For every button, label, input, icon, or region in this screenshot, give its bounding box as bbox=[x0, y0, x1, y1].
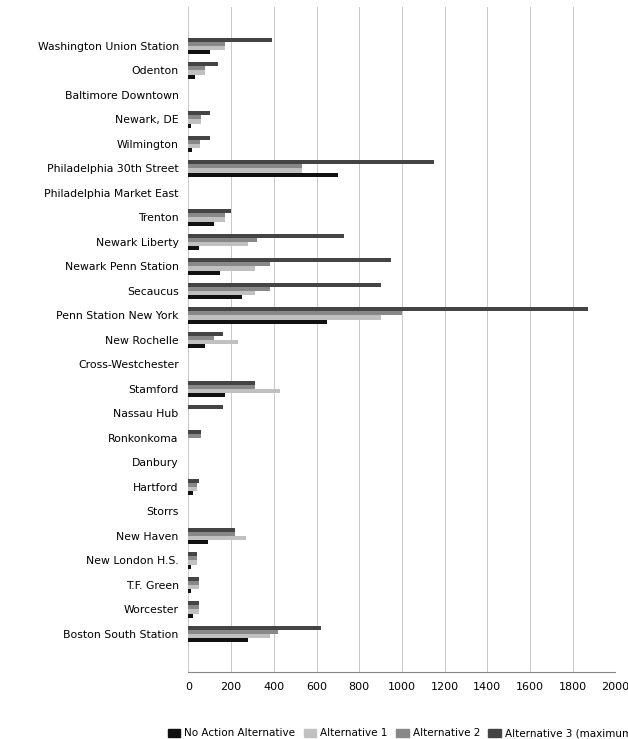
Bar bbox=[188, 483, 197, 487]
Bar bbox=[188, 528, 236, 532]
Bar bbox=[188, 160, 434, 164]
Bar bbox=[188, 487, 197, 491]
Bar bbox=[188, 115, 201, 120]
Bar bbox=[188, 295, 242, 299]
Bar bbox=[188, 148, 192, 152]
Bar bbox=[188, 282, 381, 287]
Bar bbox=[188, 613, 193, 618]
Bar bbox=[188, 434, 201, 438]
Bar bbox=[188, 319, 327, 324]
Bar bbox=[188, 556, 197, 560]
Bar bbox=[188, 581, 199, 585]
Legend: No Action Alternative, Alternative 1, Alternative 2, Alternative 3 (maximum): No Action Alternative, Alternative 1, Al… bbox=[163, 724, 628, 739]
Bar bbox=[188, 242, 248, 246]
Bar bbox=[188, 217, 225, 222]
Bar bbox=[188, 491, 193, 495]
Bar bbox=[188, 630, 278, 634]
Bar bbox=[188, 311, 402, 316]
Bar bbox=[188, 532, 236, 536]
Bar bbox=[188, 62, 219, 67]
Bar bbox=[188, 340, 237, 344]
Bar bbox=[188, 222, 214, 226]
Bar bbox=[188, 173, 338, 177]
Bar bbox=[188, 209, 231, 214]
Bar bbox=[188, 589, 190, 593]
Bar bbox=[188, 381, 254, 385]
Bar bbox=[188, 429, 201, 434]
Bar bbox=[188, 393, 225, 398]
Bar bbox=[188, 123, 190, 128]
Bar bbox=[188, 267, 254, 270]
Bar bbox=[188, 552, 197, 556]
Bar bbox=[188, 344, 205, 348]
Bar bbox=[188, 565, 190, 569]
Bar bbox=[188, 585, 199, 589]
Bar bbox=[188, 316, 381, 319]
Bar bbox=[188, 634, 269, 638]
Bar bbox=[188, 258, 391, 262]
Bar bbox=[188, 626, 321, 630]
Bar bbox=[188, 389, 280, 393]
Bar bbox=[188, 238, 257, 242]
Bar bbox=[188, 638, 248, 642]
Bar bbox=[188, 246, 199, 251]
Bar bbox=[188, 610, 199, 613]
Bar bbox=[188, 120, 201, 123]
Bar bbox=[188, 270, 220, 275]
Bar bbox=[188, 70, 205, 75]
Bar bbox=[188, 605, 199, 610]
Bar bbox=[188, 144, 200, 148]
Bar bbox=[188, 42, 225, 46]
Bar bbox=[188, 291, 254, 295]
Bar bbox=[188, 576, 199, 581]
Bar bbox=[188, 601, 199, 605]
Bar bbox=[188, 140, 200, 144]
Bar bbox=[188, 46, 225, 50]
Bar bbox=[188, 38, 272, 42]
Bar bbox=[188, 75, 195, 79]
Bar bbox=[188, 332, 222, 336]
Bar bbox=[188, 164, 301, 168]
Bar bbox=[188, 479, 199, 483]
Bar bbox=[188, 405, 222, 409]
Bar bbox=[188, 214, 225, 217]
Bar bbox=[188, 560, 197, 565]
Bar bbox=[188, 67, 205, 70]
Bar bbox=[188, 136, 210, 140]
Bar bbox=[188, 540, 208, 544]
Bar bbox=[188, 234, 344, 238]
Bar bbox=[188, 50, 210, 54]
Bar bbox=[188, 168, 301, 173]
Bar bbox=[188, 262, 269, 267]
Bar bbox=[188, 385, 254, 389]
Bar bbox=[188, 536, 246, 540]
Bar bbox=[188, 307, 588, 311]
Bar bbox=[188, 111, 210, 115]
Bar bbox=[188, 287, 269, 291]
Bar bbox=[188, 336, 214, 340]
